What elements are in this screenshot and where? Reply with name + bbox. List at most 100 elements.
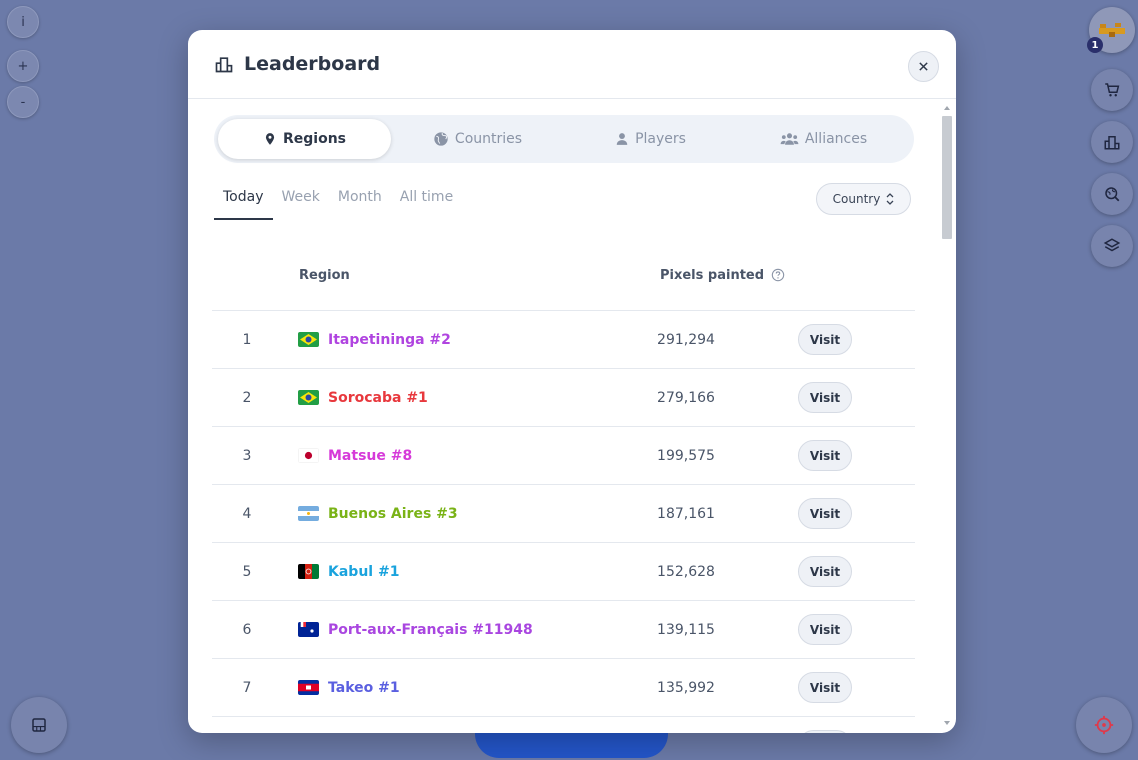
tab-regions[interactable]: Regions (218, 119, 391, 159)
grid-icon (32, 718, 46, 732)
region-name[interactable]: Itapetininga #2 (328, 331, 451, 348)
leaderboard-icon (1104, 136, 1120, 150)
flag-japan-icon (298, 448, 319, 463)
flag-argentina-icon (298, 506, 319, 521)
region-name[interactable]: Matsue #8 (328, 447, 413, 464)
country-filter-select[interactable]: Country (816, 183, 911, 215)
rank: 5 (242, 563, 252, 580)
region-name[interactable]: Buenos Aires #3 (328, 505, 458, 522)
zoom-in-button[interactable]: + (7, 50, 39, 82)
column-pixels: Pixels painted (660, 268, 785, 283)
period-month[interactable]: Month (337, 189, 382, 205)
column-pixels-label: Pixels painted (660, 267, 765, 283)
period-tabs: Today Week Month All time (214, 185, 462, 220)
visit-button[interactable]: Visit (798, 324, 852, 355)
period-today[interactable]: Today (214, 185, 273, 220)
region-name[interactable]: Port-aux-Français #11948 (328, 621, 533, 638)
info-label: i (21, 14, 25, 30)
user-icon (616, 133, 628, 145)
table-row: 3 Matsue #8 199,575 Visit (212, 427, 915, 485)
tab-players[interactable]: Players (564, 119, 737, 159)
modal-body: Regions Countries Players Alliances Toda… (188, 100, 956, 733)
leaderboard-icon (215, 57, 233, 73)
visit-button[interactable]: Visit (798, 498, 852, 529)
region-name[interactable]: Sorocaba #1 (328, 389, 428, 406)
category-tabs: Regions Countries Players Alliances (214, 115, 914, 163)
visit-button[interactable]: Visit (798, 672, 852, 703)
modal-title: Leaderboard (244, 53, 381, 75)
scrollbar[interactable] (940, 100, 954, 733)
leaderboard-table: Region Pixels painted 1 Itapetininga #2 29… (212, 240, 915, 733)
pixels-painted: 152,628 (657, 563, 715, 580)
group-icon (780, 133, 799, 145)
pixels-painted: 135,992 (657, 679, 715, 696)
region-name[interactable]: Kabul #1 (328, 563, 400, 580)
pixels-painted: 199,575 (657, 447, 715, 464)
pixels-painted: 279,166 (657, 389, 715, 406)
palette-button[interactable] (11, 697, 67, 753)
rank: 4 (242, 505, 252, 522)
tab-label: Countries (454, 131, 523, 147)
period-all-time[interactable]: All time (399, 189, 454, 205)
table-row: 2 Sorocaba #1 279,166 Visit (212, 369, 915, 427)
rank: 1 (242, 331, 252, 348)
tab-label: Players (635, 131, 686, 147)
crosshair-icon (1094, 715, 1114, 735)
leaderboard-modal: Leaderboard Regions Countries Players Al… (188, 30, 956, 733)
shop-button[interactable] (1091, 69, 1133, 111)
filter-label: Country (832, 192, 881, 206)
rank: 7 (242, 679, 252, 696)
visit-button[interactable]: Visit (798, 614, 852, 645)
table-row: 8Tokyo #1131,747Visit (212, 717, 915, 733)
zoom-out-label: - (20, 94, 26, 110)
globe-icon (434, 132, 448, 146)
user-avatar-button[interactable]: 1 (1087, 7, 1135, 53)
table-row: 6 Port-aux-Français #11948 139,115 Visit (212, 601, 915, 659)
close-icon (919, 62, 928, 71)
scroll-down-arrow[interactable] (944, 721, 950, 725)
close-button[interactable] (908, 51, 939, 82)
column-region: Region (299, 267, 350, 283)
zoom-out-button[interactable]: - (7, 86, 39, 118)
layers-icon (1103, 238, 1121, 252)
cart-icon (1105, 83, 1120, 97)
flag-afghanistan-icon (298, 564, 319, 579)
paint-button[interactable] (475, 728, 668, 758)
info-button[interactable]: i (7, 6, 39, 38)
tab-alliances[interactable]: Alliances (737, 119, 910, 159)
pixels-painted: 139,115 (657, 621, 715, 638)
visit-button[interactable]: Visit (798, 730, 852, 733)
table-row: 1 Itapetininga #2 291,294 Visit (212, 311, 915, 369)
visit-button[interactable]: Visit (798, 556, 852, 587)
table-header: Region Pixels painted (212, 240, 915, 311)
tab-label: Regions (282, 131, 346, 147)
rank: 6 (242, 621, 252, 638)
locate-button[interactable] (1076, 697, 1132, 753)
globe-search-icon (1105, 187, 1120, 202)
search-region-button[interactable] (1091, 173, 1133, 215)
rank: 2 (242, 389, 252, 406)
region-name[interactable]: Takeo #1 (328, 679, 400, 696)
rank: 3 (242, 447, 252, 464)
tab-countries[interactable]: Countries (391, 119, 564, 159)
period-week[interactable]: Week (281, 189, 320, 205)
modal-header: Leaderboard (188, 30, 956, 99)
visit-button[interactable]: Visit (798, 382, 852, 413)
scroll-up-arrow[interactable] (944, 106, 950, 110)
layers-button[interactable] (1091, 225, 1133, 267)
pixels-painted: 187,161 (657, 505, 715, 522)
visit-button[interactable]: Visit (798, 440, 852, 471)
table-row: 4 Buenos Aires #3 187,161 Visit (212, 485, 915, 543)
map-pin-icon (265, 133, 275, 145)
zoom-in-label: + (17, 58, 29, 74)
flag-brazil-icon (298, 332, 319, 347)
notification-badge: 1 (1087, 37, 1103, 53)
leaderboard-button[interactable] (1091, 121, 1133, 163)
help-icon[interactable] (771, 268, 785, 282)
scroll-thumb[interactable] (942, 116, 952, 239)
table-body: 1 Itapetininga #2 291,294 Visit 2 Sorocaba #1… (212, 311, 915, 733)
table-row: 5 Kabul #1 152,628 Visit (212, 543, 915, 601)
pixels-painted: 291,294 (657, 331, 715, 348)
avatar-icon (1099, 23, 1125, 37)
table-row: 7 Takeo #1 135,992 Visit (212, 659, 915, 717)
